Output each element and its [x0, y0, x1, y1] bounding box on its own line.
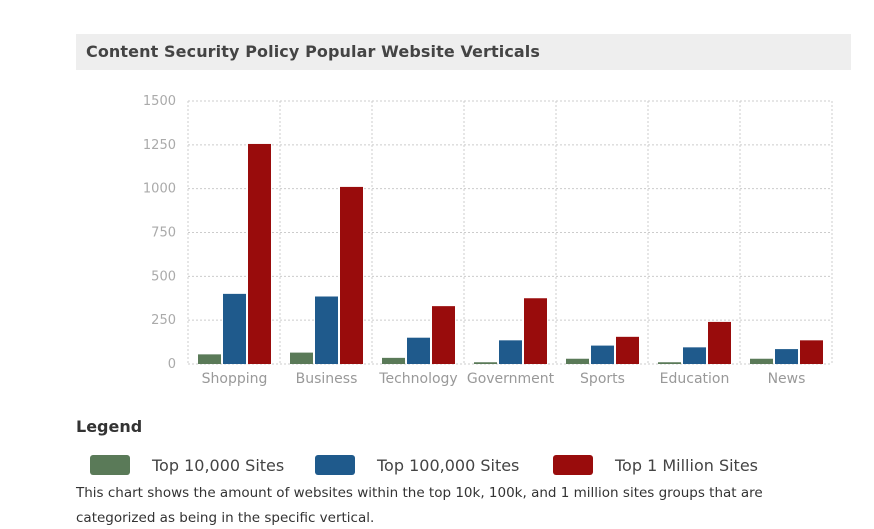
- bar-government-series-0: [474, 362, 497, 364]
- legend-swatch-top-1m: [553, 455, 593, 475]
- x-tick-label: Sports: [580, 371, 625, 387]
- legend-item-top-100k: Top 100,000 Sites: [315, 454, 519, 476]
- legend-item-top-1m: Top 1 Million Sites: [553, 454, 758, 476]
- legend-title: Legend: [76, 417, 143, 436]
- bar-news-series-0: [750, 358, 773, 364]
- legend-label-top-100k: Top 100,000 Sites: [377, 455, 520, 475]
- y-tick-label: 1000: [143, 182, 176, 197]
- legend-label-top-10k: Top 10,000 Sites: [152, 455, 285, 475]
- legend-swatch-top-100k: [315, 455, 355, 475]
- chart-title-bar: Content Security Policy Popular Website …: [76, 34, 851, 70]
- y-tick-label: 500: [151, 269, 176, 284]
- y-tick-label: 1250: [143, 138, 176, 153]
- bar-business-series-0: [290, 352, 313, 364]
- bar-shopping-series-0: [198, 354, 221, 364]
- x-tick-label: Shopping: [202, 371, 268, 387]
- bar-shopping-series-1: [223, 293, 246, 364]
- x-tick-label: News: [768, 371, 806, 387]
- y-tick-label: 750: [151, 226, 176, 241]
- bar-education-series-1: [683, 347, 706, 364]
- bar-sports-series-0: [566, 358, 589, 364]
- bar-education-series-2: [708, 321, 731, 364]
- bar-business-series-1: [315, 296, 338, 364]
- y-tick-label: 1500: [143, 94, 176, 109]
- bar-chart: 0 250 500 750 1000 1250 1500 Shopping Business Te…: [143, 94, 833, 387]
- bar-government-series-1: [499, 340, 522, 364]
- bar-news-series-1: [775, 349, 798, 364]
- bar-technology-series-2: [432, 306, 455, 364]
- chart-title: Content Security Policy Popular Website …: [86, 42, 541, 61]
- x-tick-label: Technology: [378, 371, 457, 387]
- bar-technology-series-1: [407, 337, 430, 364]
- bar-business-series-2: [340, 186, 363, 364]
- legend-item-top-10k: Top 10,000 Sites: [90, 454, 284, 476]
- x-tick-label: Business: [296, 371, 358, 387]
- x-tick-label: Education: [660, 371, 730, 387]
- chart-description: This chart shows the amount of websites …: [76, 485, 763, 526]
- bar-technology-series-0: [382, 357, 405, 364]
- legend-label-top-1m: Top 1 Million Sites: [615, 455, 759, 475]
- bar-education-series-0: [658, 362, 681, 364]
- y-tick-label: 250: [151, 313, 176, 328]
- bar-sports-series-2: [616, 336, 639, 364]
- bar-sports-series-1: [591, 345, 614, 364]
- y-tick-label: 0: [168, 357, 176, 372]
- bar-news-series-2: [800, 340, 823, 364]
- bar-government-series-2: [524, 298, 547, 364]
- bar-shopping-series-2: [248, 143, 271, 364]
- legend-swatch-top-10k: [90, 455, 130, 475]
- x-tick-label: Government: [467, 371, 555, 387]
